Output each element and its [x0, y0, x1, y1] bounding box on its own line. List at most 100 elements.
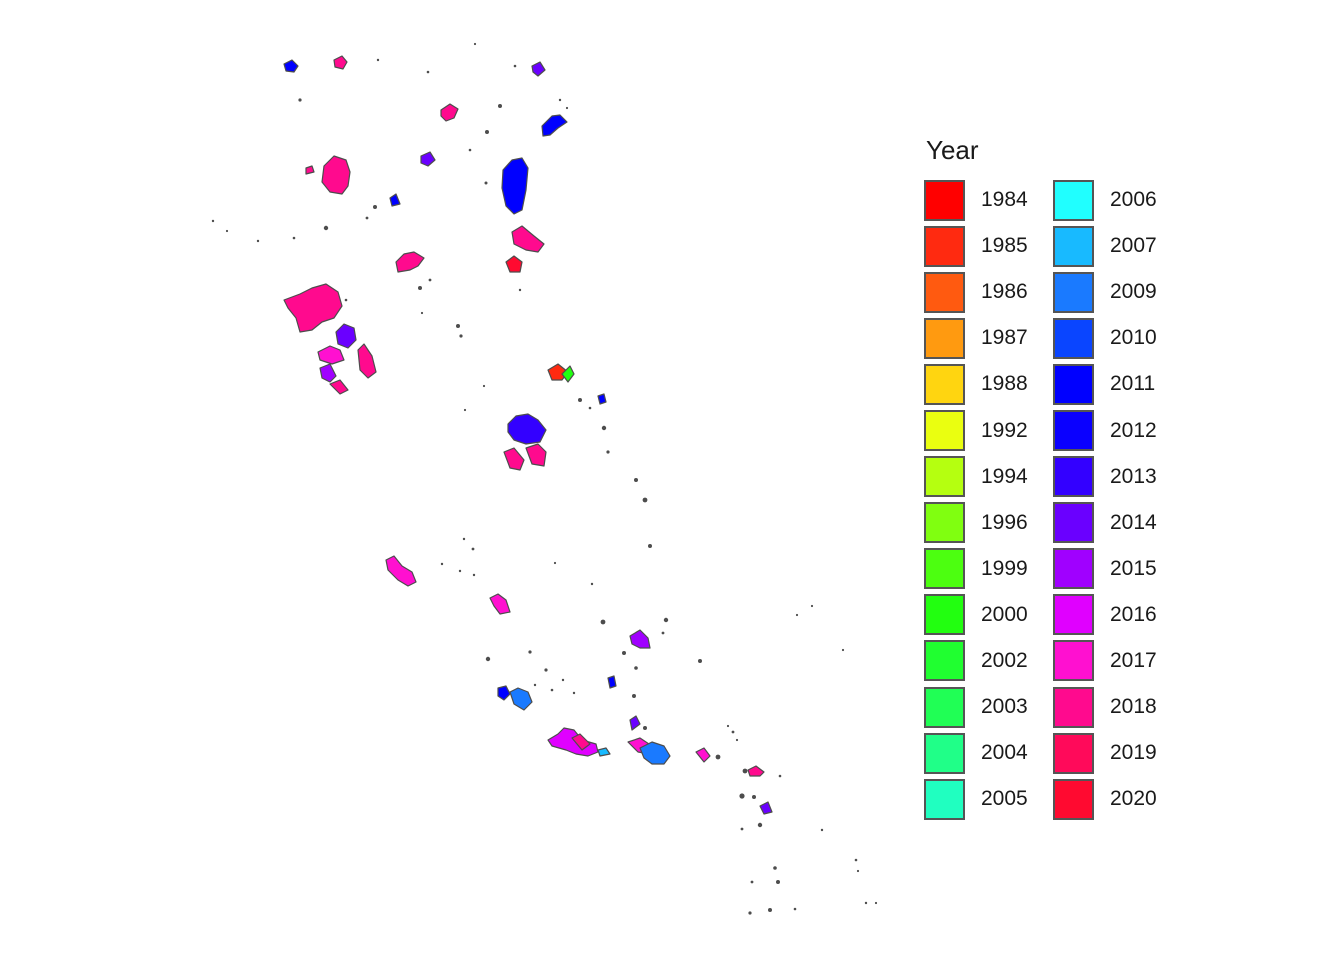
- legend-label: 1984: [981, 188, 1028, 212]
- legend-swatch: [924, 456, 965, 498]
- legend-item: 2003: [924, 684, 1037, 730]
- legend-item: 2007: [1053, 223, 1166, 269]
- small-fire-perimeter: [426, 70, 430, 74]
- small-fire-perimeter: [484, 181, 488, 185]
- fire-perimeter: [385, 555, 417, 587]
- legend-item: 1994: [924, 454, 1037, 500]
- small-fire-perimeter: [498, 104, 502, 108]
- fire-perimeter: [395, 251, 425, 273]
- small-fire-perimeter: [776, 880, 780, 884]
- legend-swatch: [1053, 686, 1094, 728]
- fire-perimeter: [329, 379, 349, 395]
- legend-label: 2010: [1110, 326, 1157, 350]
- legend-swatch: [924, 179, 965, 221]
- legend-swatch: [924, 317, 965, 359]
- small-fire-perimeter: [793, 907, 797, 911]
- legend-label: 1986: [981, 280, 1028, 304]
- small-fire-perimeter: [663, 617, 669, 623]
- legend-swatch: [924, 502, 965, 544]
- small-fire-perimeter: [600, 619, 606, 625]
- legend-label: 1996: [981, 510, 1028, 534]
- small-fire-perimeter: [225, 229, 229, 233]
- small-fire-perimeter: [472, 573, 476, 577]
- small-fire-perimeter: [735, 738, 739, 742]
- small-fire-perimeter: [463, 408, 467, 412]
- small-fire-perimeter: [810, 604, 814, 608]
- small-fire-perimeter: [864, 901, 868, 905]
- small-fire-perimeter: [750, 880, 754, 884]
- small-fire-perimeter: [632, 694, 636, 698]
- fire-perimeter: [511, 225, 545, 253]
- small-fire-perimeter: [373, 205, 377, 209]
- fire-perimeter: [283, 283, 343, 333]
- legend-item: 2004: [924, 730, 1037, 776]
- legend-label: 2015: [1110, 556, 1157, 580]
- legend-label: 2012: [1110, 418, 1157, 442]
- legend-item: 1984: [924, 177, 1037, 223]
- legend-swatch: [924, 732, 965, 774]
- small-fire-perimeter: [726, 724, 730, 728]
- legend-label: 2019: [1110, 741, 1157, 765]
- legend-label: 2006: [1110, 188, 1157, 212]
- small-fire-perimeter: [742, 768, 748, 774]
- legend-item: 2006: [1053, 177, 1166, 223]
- small-fire-perimeter: [698, 659, 702, 663]
- legend-item: 2002: [924, 638, 1037, 684]
- legend-label: 2011: [1110, 372, 1156, 396]
- legend-swatch: [1053, 363, 1094, 405]
- legend-item: 1992: [924, 407, 1037, 453]
- fire-perimeter: [440, 103, 459, 122]
- small-fire-perimeter: [418, 286, 422, 290]
- legend-title: Year: [926, 135, 979, 165]
- small-fire-perimeter: [553, 561, 557, 565]
- small-fire-perimeter: [634, 666, 638, 670]
- legend-item: 2000: [924, 592, 1037, 638]
- legend-item: 1988: [924, 361, 1037, 407]
- legend-item: 2017: [1053, 638, 1166, 684]
- fire-perimeter: [357, 343, 377, 379]
- fire-perimeter: [597, 393, 607, 405]
- small-fire-perimeter: [420, 311, 424, 315]
- legend-swatch: [924, 686, 965, 728]
- small-fire-perimeter: [482, 384, 486, 388]
- small-fire-perimeter: [298, 98, 302, 102]
- small-fire-perimeter: [473, 42, 477, 46]
- fire-perimeter: [531, 61, 546, 77]
- small-fire-perimeter: [854, 858, 858, 862]
- fire-perimeter: [525, 443, 547, 467]
- small-fire-perimeter: [211, 219, 215, 223]
- legend-swatch: [924, 548, 965, 590]
- legend-swatch: [1053, 548, 1094, 590]
- small-fire-perimeter: [292, 236, 296, 240]
- legend-item: 2009: [1053, 269, 1166, 315]
- fire-perimeter: [420, 151, 436, 167]
- small-fire-perimeter: [661, 631, 665, 635]
- legend-item: 1987: [924, 315, 1037, 361]
- small-fire-perimeter: [558, 98, 562, 102]
- small-fire-perimeter: [856, 869, 860, 873]
- small-fire-perimeter: [485, 130, 489, 134]
- legend-swatch: [924, 594, 965, 636]
- small-fire-perimeter: [323, 225, 329, 231]
- legend-label: 2016: [1110, 602, 1157, 626]
- small-fire-perimeter: [590, 582, 594, 586]
- legend-label: 1985: [981, 234, 1028, 258]
- legend-swatch: [1053, 317, 1094, 359]
- small-fire-perimeter: [344, 298, 348, 302]
- legend-swatch: [924, 410, 965, 452]
- small-fire-perimeter: [518, 288, 522, 292]
- fire-perimeter: [489, 593, 511, 615]
- fire-perimeter: [541, 114, 568, 137]
- small-perimeters-layer: [211, 42, 878, 915]
- fire-perimeter: [505, 255, 523, 273]
- legend-label: 2017: [1110, 648, 1157, 672]
- legend-label: 1999: [981, 556, 1028, 580]
- legend-item: 1986: [924, 269, 1037, 315]
- legend-label: 2013: [1110, 464, 1157, 488]
- fire-perimeter: [607, 675, 617, 689]
- fire-perimeter: [509, 687, 533, 711]
- legend-item: 1985: [924, 223, 1037, 269]
- fire-perimeter: [759, 801, 773, 815]
- small-fire-perimeter: [533, 683, 537, 687]
- small-fire-perimeter: [456, 324, 460, 328]
